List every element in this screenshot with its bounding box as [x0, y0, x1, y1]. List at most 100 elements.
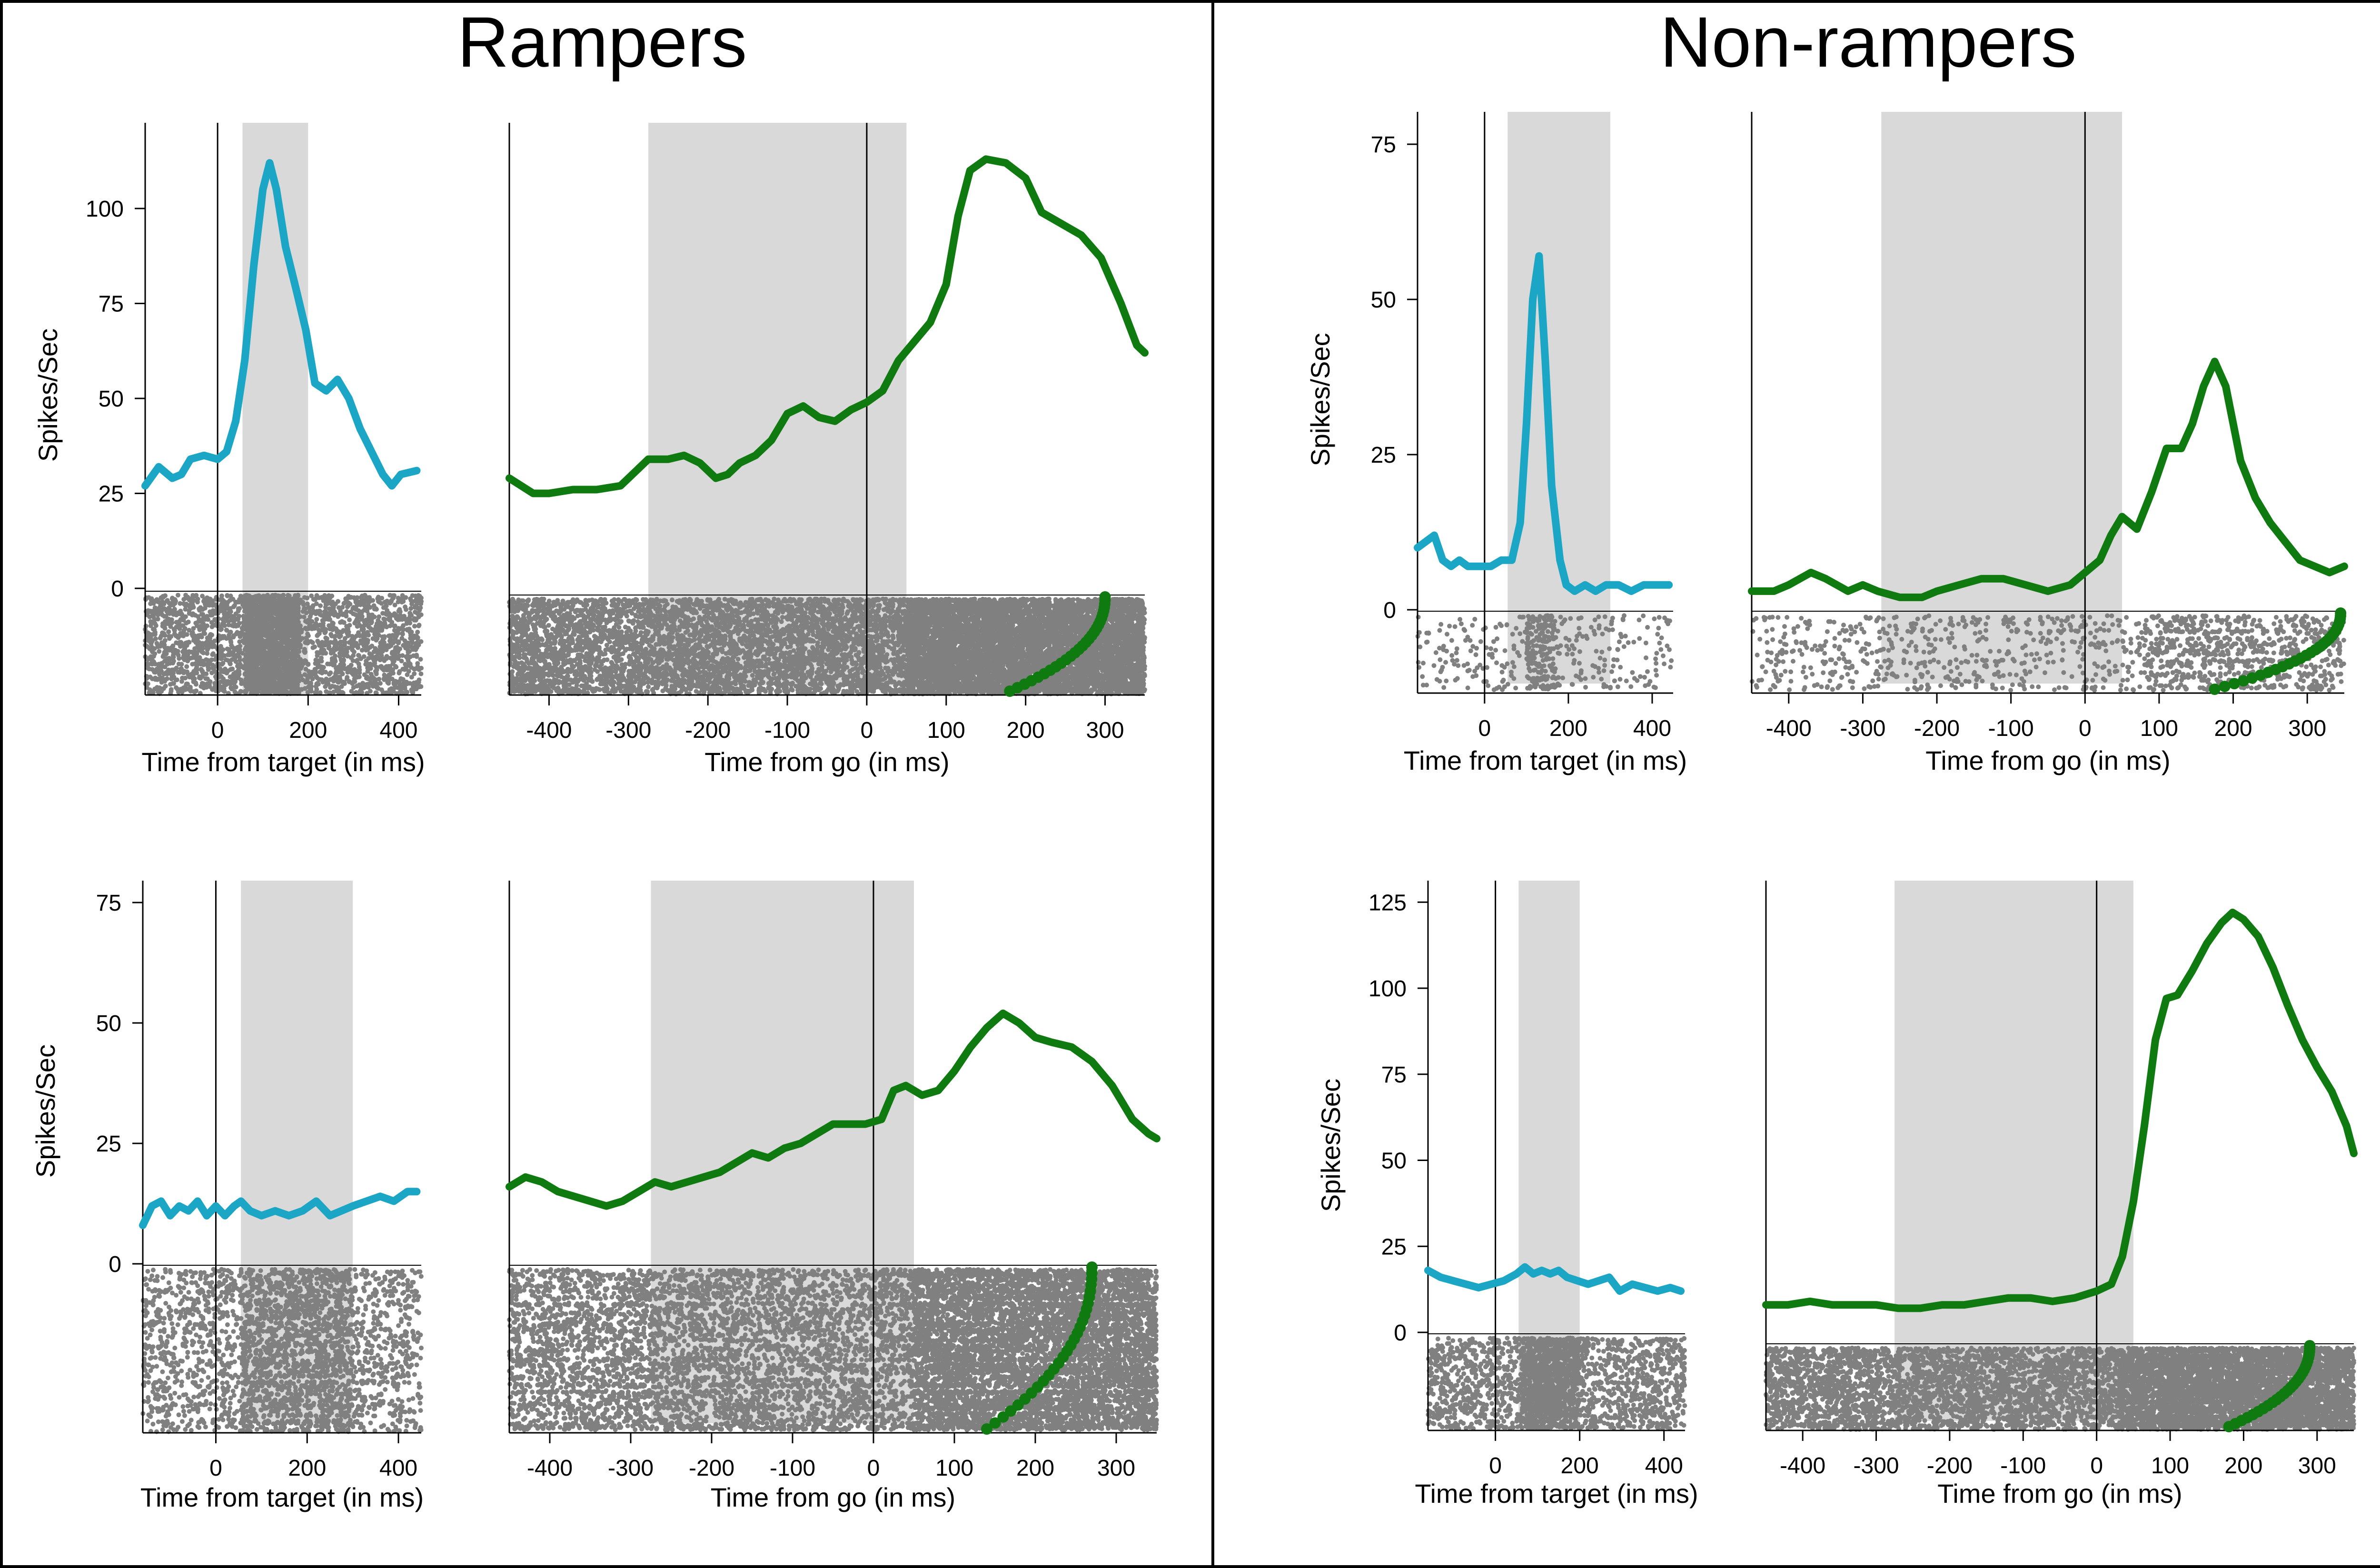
spike-dot — [374, 672, 379, 676]
spike-dot — [396, 617, 400, 622]
spike-dot — [337, 635, 342, 639]
spike-dot — [169, 676, 174, 681]
spike-dot — [146, 662, 150, 666]
spike-dot — [315, 633, 319, 638]
spike-dot — [314, 611, 318, 616]
spike-dot — [170, 661, 175, 665]
spike-dot — [317, 670, 322, 675]
spike-dot — [197, 608, 202, 613]
panel-title-non-rampers: Non-rampers — [1660, 2, 2076, 82]
spike-dot — [312, 597, 317, 602]
spike-dot — [400, 617, 405, 622]
spike-dot — [327, 672, 332, 677]
spike-dot — [404, 607, 408, 612]
spike-dot — [177, 662, 181, 666]
spike-dot — [206, 667, 211, 672]
spike-dot — [344, 614, 348, 618]
spike-dot — [340, 620, 345, 625]
spike-dot — [419, 672, 424, 676]
spike-dot — [412, 624, 417, 628]
spike-dot — [195, 600, 200, 605]
spike-dot — [227, 653, 232, 657]
spike-dot — [162, 633, 167, 638]
spike-dot — [414, 618, 418, 623]
spike-dot — [413, 666, 417, 671]
spike-dot — [310, 626, 315, 631]
spike-dot — [320, 651, 325, 656]
spike-dot — [374, 638, 378, 643]
spike-dot — [176, 593, 180, 597]
spike-dot — [178, 626, 182, 631]
spike-dot — [310, 640, 315, 645]
spike-dot — [209, 671, 214, 675]
spike-dot — [378, 657, 383, 662]
spike-dot — [330, 627, 335, 632]
spike-dot — [357, 670, 362, 675]
spike-dot — [418, 657, 423, 662]
spike-dot — [317, 643, 322, 648]
spike-dot — [191, 626, 196, 631]
spike-dot — [405, 672, 410, 677]
spike-dot — [366, 647, 370, 652]
spike-dot — [408, 606, 413, 611]
spike-dot — [178, 601, 182, 606]
spike-dot — [407, 649, 412, 654]
spike-dot — [190, 662, 195, 666]
spike-dot — [167, 636, 172, 641]
spike-dot — [177, 656, 181, 661]
spike-dot — [150, 662, 155, 666]
spike-dot — [400, 631, 405, 636]
spike-dot — [413, 647, 418, 652]
spike-dot — [345, 605, 350, 609]
spike-dot — [305, 595, 309, 600]
spike-dot — [231, 624, 236, 628]
spike-dot — [177, 670, 181, 675]
spike-dot — [329, 651, 334, 655]
spike-dot — [176, 635, 181, 640]
spike-dot — [382, 658, 387, 663]
spike-dot — [219, 656, 224, 661]
spike-dot — [157, 649, 161, 654]
spike-dot — [213, 657, 218, 662]
spike-dot — [323, 643, 327, 647]
spike-dot — [298, 645, 303, 650]
spike-dot — [197, 675, 202, 680]
spike-dot — [190, 613, 195, 617]
spike-dot — [204, 672, 208, 676]
spike-dot — [148, 601, 153, 606]
spike-dot — [399, 659, 404, 664]
spike-dot — [355, 624, 360, 629]
spike-dot — [414, 654, 419, 659]
spike-dot — [203, 676, 208, 681]
spike-dot — [379, 601, 384, 606]
spike-dot — [336, 614, 340, 619]
spike-dot — [358, 602, 363, 607]
spike-dot — [306, 662, 310, 667]
spike-dot — [221, 635, 226, 640]
spike-dot — [156, 613, 160, 617]
spike-dot — [397, 671, 401, 675]
spike-dot — [327, 662, 332, 666]
spike-dot — [418, 600, 423, 605]
spike-dot — [156, 617, 160, 622]
spike-dot — [342, 601, 347, 605]
spike-dot — [185, 659, 190, 664]
spike-dot — [159, 609, 164, 614]
spike-dot — [356, 645, 360, 650]
spike-dot — [314, 617, 319, 622]
spike-dot — [228, 662, 233, 666]
spike-dot — [303, 650, 307, 655]
spike-dot — [315, 653, 320, 658]
spike-dot — [201, 651, 206, 655]
spike-dot — [166, 629, 171, 634]
spike-dot — [304, 627, 309, 632]
spike-dot — [238, 635, 242, 639]
spike-dot — [310, 645, 315, 650]
spike-dot — [184, 664, 189, 669]
spike-dot — [374, 606, 378, 611]
spike-dot — [163, 626, 168, 631]
spike-dot — [165, 672, 169, 676]
panel-title-rampers: Rampers — [457, 2, 747, 82]
spike-dot — [393, 603, 397, 607]
